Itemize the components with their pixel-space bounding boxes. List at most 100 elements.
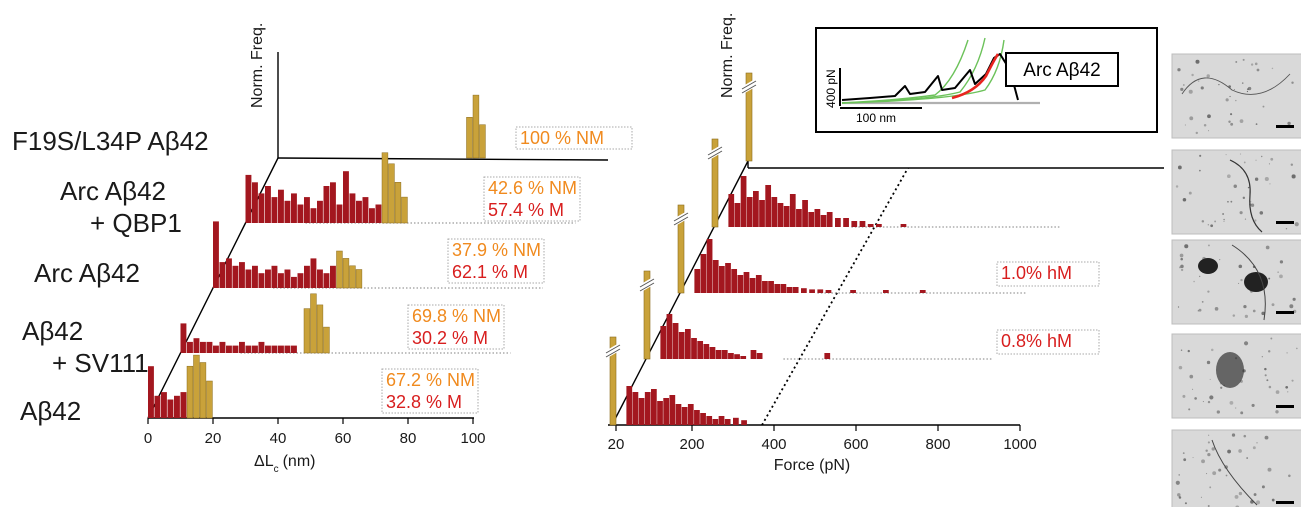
micrograph-particle [1201,301,1204,303]
micrograph-particle [1183,458,1187,462]
micrograph-particle [1193,280,1195,283]
mid-bar-m [741,420,747,425]
left-x-tick-label: 40 [270,430,287,447]
sample-label: Arc Aβ42 [60,176,166,206]
mid-bar-m [675,404,682,425]
micrograph-particle [1200,86,1204,90]
micrograph-particle [1238,282,1240,284]
left-row-2 [213,221,363,289]
micrograph-particle [1189,374,1194,379]
mid-bar-m [771,197,778,227]
left-bar-m [187,341,193,353]
micrograph-particle [1243,341,1249,346]
left-bar-nm [199,362,207,419]
micrograph-particle [1180,264,1184,269]
micrograph-particle [1252,446,1256,450]
axis-break-line [605,348,621,358]
left-bar-m [304,265,310,288]
micrograph-particle [1209,395,1214,400]
left-bar-nm [381,152,389,224]
left-bar-nm [303,308,311,354]
micrograph-particle [1264,367,1267,371]
mid-bar-nm [745,72,753,162]
left-bar-m [265,269,271,288]
mid-row-1 [707,138,907,228]
inset-fit-curve-red [951,53,1000,100]
left-bar-m [258,193,265,223]
mid-bar-m [817,289,824,293]
micrograph-particle [1230,200,1233,203]
mid-bar-nm [643,270,651,360]
micrograph-particle [1232,314,1236,317]
percentage-box [515,126,633,150]
threshold-line [761,167,909,426]
mid-bar-m [746,197,753,227]
mid-x-tick-label: 800 [925,436,950,453]
left-bar-m [167,399,174,418]
mid-bar-m [774,284,781,293]
micrograph-particle [1227,200,1229,203]
mid-bar-m [681,407,688,425]
mid-bar-m [728,353,734,359]
micrograph-particle [1220,386,1223,389]
micrograph-particle [1179,266,1181,269]
mid-x-tick-label: 400 [761,436,786,453]
micrograph-scalebar [1276,221,1294,224]
mid-bar-m [814,209,821,227]
micrograph-particle [1296,347,1298,350]
inset-fit-curve [841,39,1005,104]
micrograph-particle [1244,314,1248,318]
mid-bar-m [663,398,670,425]
mid-bar-m [786,287,793,293]
left-bar-m [148,366,154,418]
left-back-baseline [277,157,609,161]
micrograph-2 [1171,149,1301,235]
mid-bar-m [826,212,833,227]
micrograph-particle [1234,407,1237,409]
mid-bar-nm [711,138,719,228]
micrograph-frame [1171,149,1301,235]
force-extension-inset: Arc Aβ42 400 pN 100 nm [815,27,1158,133]
mid-bar-m [700,254,707,293]
micrograph-particle [1189,116,1194,121]
micrograph-particle [1188,89,1193,94]
micrograph-particle [1177,493,1181,497]
mid-bar-m [753,191,759,227]
micrograph-particle [1206,74,1210,78]
micrograph-particle [1270,337,1273,340]
left-bar-m [278,189,284,223]
micrograph-particle [1202,400,1204,403]
mid-bar-m [724,419,731,425]
left-bar-m [349,193,356,223]
micrograph-particle [1291,174,1296,179]
micrograph-particle [1227,449,1231,454]
force-bars [605,72,926,426]
left-bar-m [278,273,284,288]
left-bar-m [180,323,187,353]
micrograph-particle [1266,379,1269,382]
sample-label: Aβ42 [22,316,83,346]
micrograph-particle [1294,222,1299,227]
micrograph-particle [1259,211,1264,215]
mid-bar-m [755,275,762,293]
mid-bar-m [685,329,691,359]
left-bar-nm [323,326,330,354]
micrograph-particle [1199,275,1201,278]
hm-percentage: 0.8% hM [1001,331,1072,351]
micrograph-particle [1199,169,1201,172]
micrograph-particle [1261,485,1265,489]
left-bar-m [336,204,343,223]
micrograph-particle [1290,163,1294,166]
micrograph-particle [1243,161,1246,164]
micrograph-particle [1235,61,1238,63]
micrograph-particle [1292,297,1296,301]
mid-bar-m [712,260,719,293]
micrograph-particle [1191,73,1194,77]
micrograph-particle [1242,58,1245,61]
nm-percentage: 42.6 % NM [488,178,577,198]
micrograph-particle [1252,309,1256,313]
micrograph-scalebar [1276,501,1294,504]
hm-percentage-labels: 1.0% hM 0.8% hM [996,261,1100,355]
mid-bar-m [792,287,799,293]
